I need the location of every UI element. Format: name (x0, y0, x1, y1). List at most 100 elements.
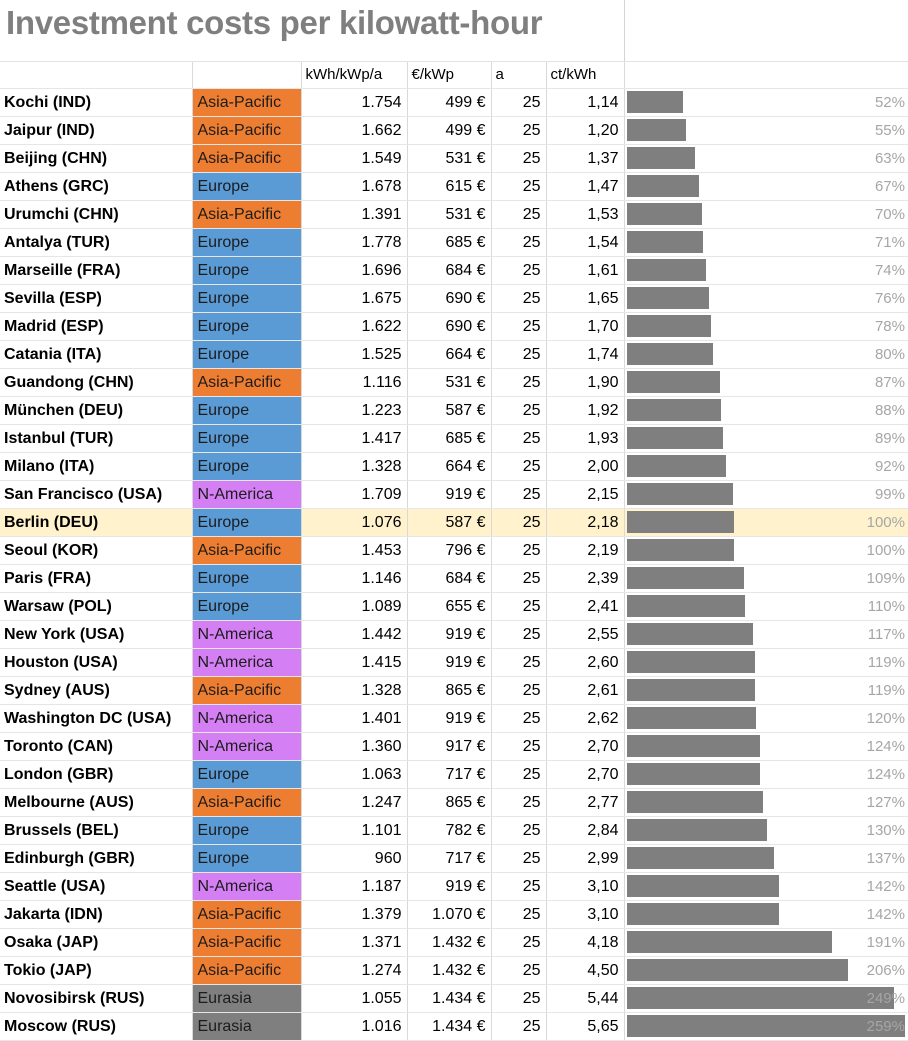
kwh-cell[interactable]: 1.622 (301, 312, 408, 341)
city-cell[interactable]: Catania (ITA) (0, 340, 193, 369)
bar-cell[interactable]: 70% (624, 200, 908, 229)
years-cell[interactable]: 25 (491, 116, 547, 145)
city-cell[interactable]: Paris (FRA) (0, 564, 193, 593)
years-cell[interactable]: 25 (491, 816, 547, 845)
region-cell[interactable]: Asia-Pacific (192, 956, 302, 985)
kwh-cell[interactable]: 1.328 (301, 452, 408, 481)
ct-cell[interactable]: 1,70 (546, 312, 625, 341)
city-cell[interactable]: München (DEU) (0, 396, 193, 425)
kwh-cell[interactable]: 1.187 (301, 872, 408, 901)
region-cell[interactable]: Asia-Pacific (192, 676, 302, 705)
ct-cell[interactable]: 1,54 (546, 228, 625, 257)
city-cell[interactable]: Madrid (ESP) (0, 312, 193, 341)
kwh-cell[interactable]: 1.417 (301, 424, 408, 453)
kwh-cell[interactable]: 1.360 (301, 732, 408, 761)
ct-cell[interactable]: 2,00 (546, 452, 625, 481)
kwh-cell[interactable]: 1.146 (301, 564, 408, 593)
ct-cell[interactable]: 2,39 (546, 564, 625, 593)
region-cell[interactable]: Europe (192, 564, 302, 593)
eur-cell[interactable]: 865 € (407, 676, 492, 705)
city-cell[interactable]: Tokio (JAP) (0, 956, 193, 985)
eur-cell[interactable]: 690 € (407, 284, 492, 313)
kwh-cell[interactable]: 1.055 (301, 984, 408, 1013)
kwh-cell[interactable]: 1.379 (301, 900, 408, 929)
kwh-cell[interactable]: 1.754 (301, 88, 408, 117)
years-cell[interactable]: 25 (491, 648, 547, 677)
bar-cell[interactable]: 89% (624, 424, 908, 453)
city-cell[interactable]: Jaipur (IND) (0, 116, 193, 145)
years-cell[interactable]: 25 (491, 228, 547, 257)
ct-cell[interactable]: 1,61 (546, 256, 625, 285)
years-cell[interactable]: 25 (491, 200, 547, 229)
header-region[interactable] (192, 62, 302, 89)
region-cell[interactable]: N-America (192, 872, 302, 901)
years-cell[interactable]: 25 (491, 872, 547, 901)
years-cell[interactable]: 25 (491, 396, 547, 425)
region-cell[interactable]: N-America (192, 480, 302, 509)
bar-cell[interactable]: 109% (624, 564, 908, 593)
years-cell[interactable]: 25 (491, 788, 547, 817)
region-cell[interactable]: Asia-Pacific (192, 144, 302, 173)
kwh-cell[interactable]: 1.274 (301, 956, 408, 985)
kwh-cell[interactable]: 1.016 (301, 1012, 408, 1041)
ct-cell[interactable]: 1,53 (546, 200, 625, 229)
ct-cell[interactable]: 2,99 (546, 844, 625, 873)
bar-cell[interactable]: 88% (624, 396, 908, 425)
bar-cell[interactable]: 78% (624, 312, 908, 341)
bar-cell[interactable]: 100% (624, 508, 908, 537)
eur-cell[interactable]: 684 € (407, 564, 492, 593)
kwh-cell[interactable]: 1.063 (301, 760, 408, 789)
ct-cell[interactable]: 2,70 (546, 760, 625, 789)
years-cell[interactable]: 25 (491, 256, 547, 285)
region-cell[interactable]: Asia-Pacific (192, 928, 302, 957)
bar-cell[interactable]: 117% (624, 620, 908, 649)
eur-cell[interactable]: 919 € (407, 648, 492, 677)
eur-cell[interactable]: 684 € (407, 256, 492, 285)
header-kwh[interactable]: kWh/kWp/a (301, 62, 408, 89)
city-cell[interactable]: Melbourne (AUS) (0, 788, 193, 817)
bar-cell[interactable]: 92% (624, 452, 908, 481)
eur-cell[interactable]: 499 € (407, 88, 492, 117)
years-cell[interactable]: 25 (491, 732, 547, 761)
region-cell[interactable]: Europe (192, 452, 302, 481)
eur-cell[interactable]: 587 € (407, 508, 492, 537)
eur-cell[interactable]: 531 € (407, 200, 492, 229)
ct-cell[interactable]: 4,50 (546, 956, 625, 985)
years-cell[interactable]: 25 (491, 704, 547, 733)
region-cell[interactable]: Europe (192, 396, 302, 425)
years-cell[interactable]: 25 (491, 424, 547, 453)
city-cell[interactable]: Seattle (USA) (0, 872, 193, 901)
years-cell[interactable]: 25 (491, 900, 547, 929)
eur-cell[interactable]: 1.434 € (407, 1012, 492, 1041)
eur-cell[interactable]: 531 € (407, 368, 492, 397)
bar-cell[interactable]: 127% (624, 788, 908, 817)
city-cell[interactable]: Osaka (JAP) (0, 928, 193, 957)
ct-cell[interactable]: 1,90 (546, 368, 625, 397)
bar-cell[interactable]: 119% (624, 676, 908, 705)
bar-cell[interactable]: 259% (624, 1012, 908, 1041)
years-cell[interactable]: 25 (491, 760, 547, 789)
bar-cell[interactable]: 110% (624, 592, 908, 621)
bar-cell[interactable]: 67% (624, 172, 908, 201)
eur-cell[interactable]: 919 € (407, 872, 492, 901)
ct-cell[interactable]: 1,37 (546, 144, 625, 173)
city-cell[interactable]: Sydney (AUS) (0, 676, 193, 705)
header-eur[interactable]: €/kWp (407, 62, 492, 89)
ct-cell[interactable]: 5,44 (546, 984, 625, 1013)
eur-cell[interactable]: 664 € (407, 452, 492, 481)
kwh-cell[interactable]: 1.415 (301, 648, 408, 677)
bar-cell[interactable]: 80% (624, 340, 908, 369)
kwh-cell[interactable]: 1.089 (301, 592, 408, 621)
region-cell[interactable]: Europe (192, 284, 302, 313)
city-cell[interactable]: Guandong (CHN) (0, 368, 193, 397)
city-cell[interactable]: New York (USA) (0, 620, 193, 649)
city-cell[interactable]: Novosibirsk (RUS) (0, 984, 193, 1013)
ct-cell[interactable]: 3,10 (546, 900, 625, 929)
city-cell[interactable]: Beijing (CHN) (0, 144, 193, 173)
ct-cell[interactable]: 2,41 (546, 592, 625, 621)
region-cell[interactable]: Asia-Pacific (192, 368, 302, 397)
bar-cell[interactable]: 124% (624, 732, 908, 761)
kwh-cell[interactable]: 1.223 (301, 396, 408, 425)
bar-cell[interactable]: 124% (624, 760, 908, 789)
region-cell[interactable]: Asia-Pacific (192, 116, 302, 145)
